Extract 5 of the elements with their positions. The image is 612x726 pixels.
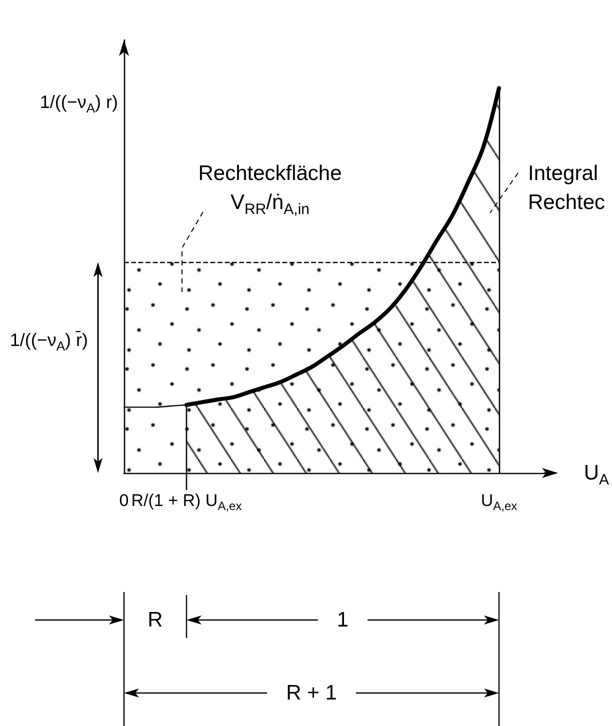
- annotation: Integral Rechtec: [528, 162, 606, 214]
- text: R: [148, 608, 163, 632]
- text: R + 1: [286, 682, 337, 704]
- x-tick-label: 0: [119, 491, 129, 510]
- text: 1: [336, 608, 349, 632]
